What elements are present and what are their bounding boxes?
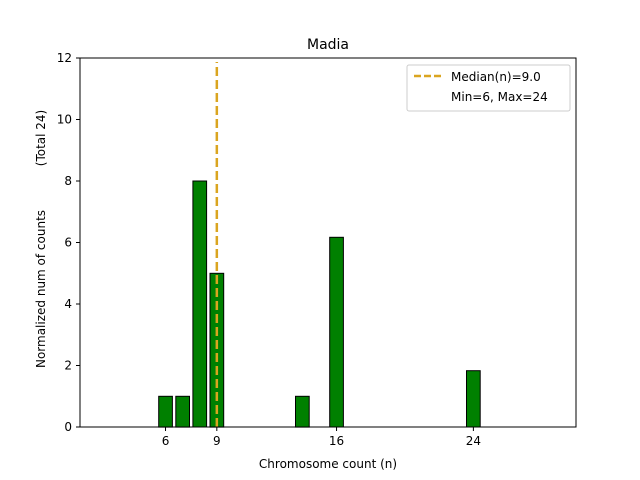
plot-frame: [79, 57, 577, 428]
x-tick-label: 6: [162, 434, 170, 448]
x-tick-label: 24: [466, 434, 481, 448]
legend: Median(n)=9.0 Min=6, Max=24: [406, 64, 571, 112]
chart-title: Madia: [307, 37, 349, 53]
y-tick-label: 0: [64, 420, 72, 434]
bar-16: [329, 236, 344, 428]
x-axis-label: Chromosome count (n): [259, 457, 397, 471]
y-tick-label: 2: [64, 359, 72, 373]
x-axis: 6 9 16 24: [162, 427, 481, 448]
y-tick-label: 8: [64, 174, 72, 188]
bar-8: [192, 180, 208, 428]
bar-24: [466, 370, 481, 428]
y-tick-label: 6: [64, 236, 72, 250]
y-axis: 0 2 4 6 8 10 12: [57, 51, 80, 434]
legend-median-label: Median(n)=9.0: [451, 70, 541, 84]
y-tick-label: 4: [64, 297, 72, 311]
x-tick-label: 16: [329, 434, 344, 448]
bar-14: [295, 395, 310, 428]
y-tick-label: 10: [57, 113, 72, 127]
legend-minmax-label: Min=6, Max=24: [451, 90, 548, 104]
y-axis-label: Normalized num of counts: [34, 210, 48, 368]
bars-group: [158, 180, 481, 428]
y-axis-total-label: (Total 24): [34, 110, 48, 166]
bar-6: [158, 395, 173, 428]
bar-7: [175, 395, 191, 428]
x-tick-label: 9: [213, 434, 221, 448]
legend-box: [406, 64, 571, 112]
y-tick-label: 12: [57, 51, 72, 65]
